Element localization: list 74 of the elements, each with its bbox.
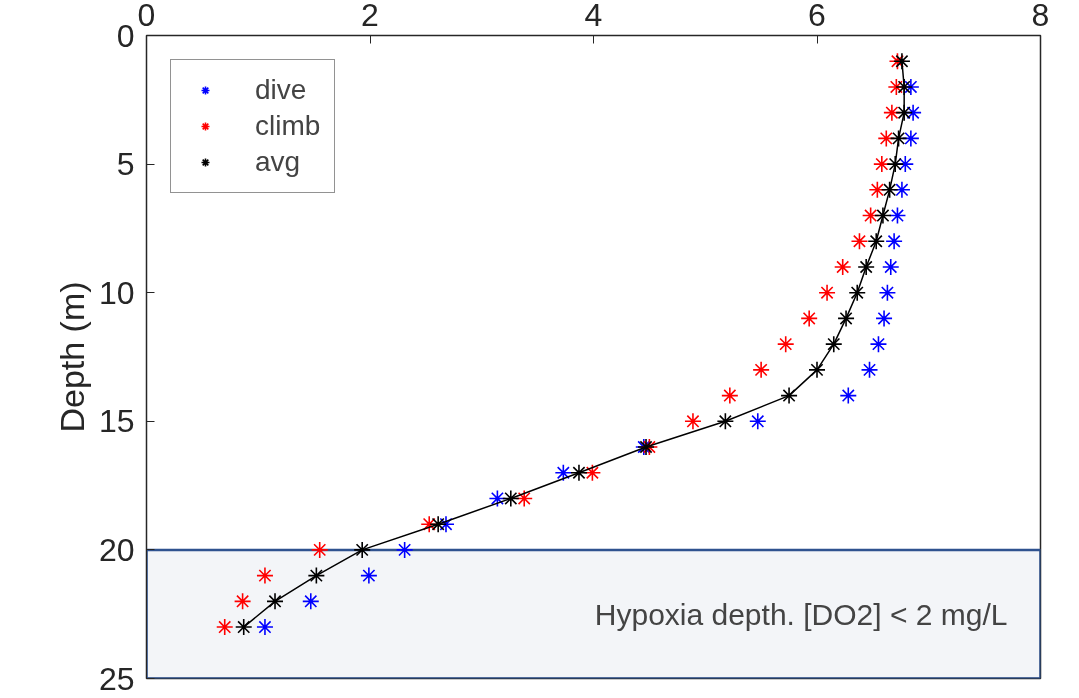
point bbox=[437, 515, 455, 533]
y-tick-label: 20 bbox=[98, 531, 135, 568]
point bbox=[881, 258, 900, 276]
point bbox=[869, 335, 888, 353]
legend-label: climb bbox=[255, 110, 321, 142]
point bbox=[233, 592, 252, 611]
point bbox=[215, 618, 234, 636]
point bbox=[570, 463, 588, 482]
point bbox=[874, 206, 892, 225]
point bbox=[256, 566, 274, 585]
point bbox=[780, 386, 798, 405]
x-tick-label: 0 bbox=[137, 0, 156, 33]
band-label: Hypoxia depth. [DO2] < 2 mg/L bbox=[594, 597, 1008, 631]
y-tick-label: 25 bbox=[98, 660, 135, 697]
x-tick-label: 4 bbox=[584, 0, 603, 33]
point bbox=[893, 52, 911, 71]
point bbox=[886, 155, 905, 173]
point bbox=[895, 78, 913, 96]
point bbox=[818, 283, 836, 302]
point bbox=[266, 592, 284, 611]
point bbox=[833, 258, 852, 276]
point bbox=[234, 618, 253, 636]
point bbox=[808, 361, 826, 379]
point bbox=[310, 541, 329, 559]
point bbox=[360, 566, 378, 585]
point bbox=[839, 386, 858, 405]
point bbox=[837, 309, 855, 328]
point bbox=[861, 206, 880, 225]
point bbox=[301, 592, 320, 611]
point bbox=[502, 489, 520, 508]
x-tick-label: 2 bbox=[361, 0, 379, 33]
point bbox=[883, 103, 901, 122]
point bbox=[860, 361, 879, 379]
point bbox=[878, 283, 897, 302]
point bbox=[554, 463, 573, 482]
y-tick-label: 15 bbox=[98, 403, 135, 440]
y-axis-title: Depth (m) bbox=[52, 281, 91, 433]
point bbox=[895, 103, 913, 122]
point bbox=[684, 412, 702, 431]
point bbox=[721, 386, 739, 405]
point bbox=[904, 103, 922, 122]
point bbox=[848, 283, 867, 302]
point bbox=[256, 618, 274, 636]
point bbox=[353, 541, 371, 559]
point bbox=[307, 566, 326, 585]
point bbox=[583, 463, 602, 482]
point bbox=[889, 129, 908, 148]
point bbox=[395, 541, 414, 559]
point bbox=[902, 129, 920, 148]
point bbox=[893, 181, 911, 199]
y-tick-label: 10 bbox=[98, 274, 135, 311]
point bbox=[716, 412, 735, 431]
legend-label: avg bbox=[255, 146, 301, 178]
point bbox=[515, 489, 534, 508]
point bbox=[429, 515, 447, 533]
y-tick-label: 5 bbox=[116, 146, 135, 183]
point bbox=[850, 232, 869, 251]
point bbox=[488, 489, 507, 508]
legend-label: dive bbox=[255, 74, 307, 106]
point bbox=[824, 335, 843, 353]
point bbox=[873, 155, 891, 173]
point bbox=[885, 232, 903, 251]
point bbox=[857, 258, 875, 276]
point bbox=[752, 361, 770, 379]
x-tick-label: 6 bbox=[808, 0, 826, 33]
point bbox=[748, 412, 767, 431]
x-tick-label: 8 bbox=[1031, 0, 1050, 33]
point bbox=[888, 206, 907, 225]
point bbox=[875, 309, 893, 328]
point bbox=[896, 155, 915, 173]
point bbox=[776, 335, 795, 353]
point bbox=[800, 309, 818, 328]
point bbox=[880, 181, 899, 199]
point bbox=[867, 232, 886, 251]
